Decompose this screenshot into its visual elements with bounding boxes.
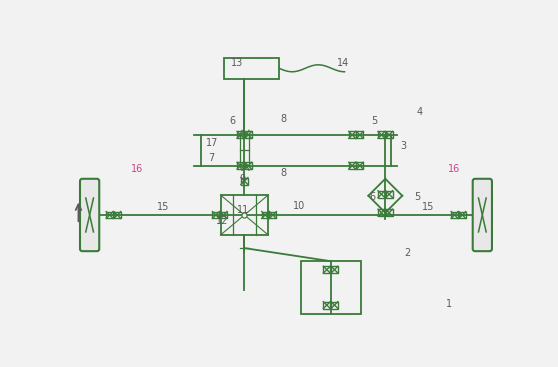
Bar [270,211,276,218]
Text: 11: 11 [237,204,249,215]
Bar [245,131,252,138]
Bar [301,261,360,313]
Bar [323,302,330,309]
Bar [213,211,219,218]
Text: 8: 8 [281,168,287,178]
Bar [386,131,393,138]
Bar [262,211,268,218]
Text: 8: 8 [281,115,287,124]
Bar [220,195,268,235]
Text: 5: 5 [372,116,378,126]
Text: 7: 7 [208,153,214,163]
Bar [114,211,121,218]
Text: 12: 12 [216,216,228,226]
Bar [378,209,385,216]
FancyBboxPatch shape [80,179,99,251]
Bar [357,131,363,138]
Text: 2: 2 [404,248,410,258]
Bar [451,211,458,218]
Bar [331,302,338,309]
Bar [241,178,248,185]
Bar [106,211,113,218]
Text: 14: 14 [337,58,349,68]
Text: 15: 15 [421,202,434,212]
FancyBboxPatch shape [473,179,492,251]
Text: 3: 3 [401,141,407,151]
Text: 16: 16 [131,164,143,174]
Bar [331,266,338,273]
Text: 1: 1 [446,299,453,309]
Bar [220,211,227,218]
Text: 4: 4 [417,107,423,117]
Bar [349,131,355,138]
Text: 6: 6 [230,116,236,126]
Text: 15: 15 [157,202,170,212]
Bar [386,209,393,216]
Bar [459,211,466,218]
Bar [224,58,279,79]
Bar [245,162,252,169]
Text: 6: 6 [369,192,376,201]
Text: 17: 17 [206,138,218,148]
Bar [378,191,385,198]
Text: 13: 13 [230,58,243,68]
Bar [237,131,244,138]
Text: 9: 9 [239,174,245,184]
Bar [349,162,355,169]
Bar [323,266,330,273]
Text: 10: 10 [293,201,305,211]
Bar [357,162,363,169]
Text: 16: 16 [449,164,461,174]
Bar [378,131,385,138]
Bar [386,191,393,198]
Text: 5: 5 [414,192,420,201]
Bar [237,162,244,169]
